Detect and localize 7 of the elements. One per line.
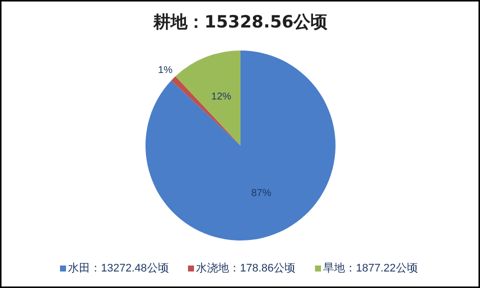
data-label: 87%: [251, 188, 272, 199]
data-label: 1%: [158, 64, 173, 76]
chart-title: 耕地：15328.56公顷: [152, 12, 328, 32]
legend-label: 水田：13272.48公顷: [68, 262, 169, 274]
legend-label: 旱地：1877.22公顷: [323, 262, 418, 274]
legend-label: 水浇地：178.86公顷: [196, 262, 296, 274]
data-label: 12%: [211, 91, 232, 102]
